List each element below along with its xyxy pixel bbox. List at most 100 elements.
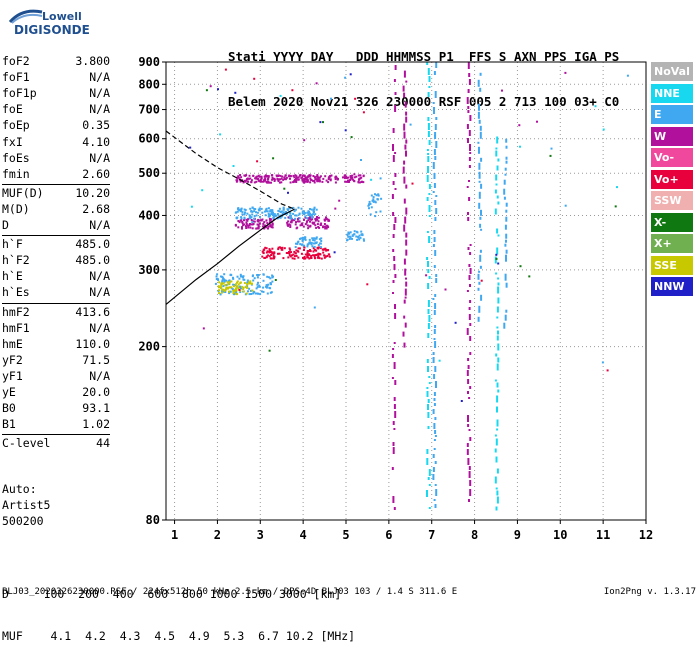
echo-point: [242, 181, 245, 184]
echo-point: [273, 255, 275, 258]
echo-point: [272, 213, 275, 216]
echo-point: [286, 223, 289, 226]
echo-point: [260, 290, 263, 293]
trace-segment: [394, 411, 397, 418]
trace-segment: [393, 404, 396, 409]
echo-point: [262, 290, 265, 293]
echo-point: [322, 177, 325, 180]
echo-point: [231, 288, 234, 291]
echo-point: [280, 177, 283, 180]
echo-point: [240, 208, 243, 211]
trace-segment: [467, 106, 470, 109]
plot-frame: [165, 61, 647, 521]
file-info: BLJ03_2020326230000.RSF / 224fx512h 50 k…: [2, 587, 458, 597]
echo-point: [265, 251, 268, 254]
trace-segment: [496, 335, 499, 341]
echo-point: [235, 217, 238, 220]
echo-point: [225, 286, 228, 289]
echo-point: [316, 256, 319, 259]
legend-item: W: [651, 126, 693, 146]
param-row: MUF(D) 10.20: [2, 186, 110, 202]
echo-point: [256, 286, 259, 289]
trace-segment: [505, 233, 508, 239]
stray-echo-point: [253, 77, 256, 80]
trace-segment: [505, 145, 508, 149]
echo-point: [317, 180, 320, 183]
echo-point: [380, 197, 383, 200]
echo-point: [325, 217, 328, 220]
echo-point: [270, 291, 273, 294]
echo-point: [372, 198, 375, 201]
y-tick-label: 200: [138, 340, 160, 354]
echo-point: [363, 239, 365, 242]
trace-segment: [478, 119, 481, 124]
trace-segment: [427, 477, 430, 480]
trace-segment: [467, 415, 469, 422]
echo-point: [372, 200, 375, 203]
param-name: yF1: [2, 368, 23, 383]
echo-point: [247, 290, 249, 293]
echo-point: [303, 218, 305, 221]
echo-point: [278, 246, 281, 249]
echo-point: [267, 178, 270, 180]
echo-point: [360, 181, 363, 183]
trace-segment: [495, 438, 498, 446]
echo-point: [303, 177, 306, 180]
trace-segment: [428, 76, 431, 82]
param-value: N/A: [89, 285, 110, 300]
echo-point: [273, 180, 276, 182]
stray-echo-point: [209, 85, 212, 88]
trace-segment: [432, 298, 435, 300]
legend-item: SSE: [651, 255, 693, 275]
echo-point: [268, 217, 271, 220]
echo-point: [324, 247, 327, 250]
stray-echo-point: [434, 134, 436, 137]
param-name: foF1p: [2, 86, 37, 101]
echo-point: [247, 177, 250, 180]
trace-segment: [505, 239, 507, 243]
echo-point: [307, 219, 310, 222]
trace-segment: [497, 282, 500, 286]
digisonde-logo: Lowell DIGISONDE: [4, 6, 90, 42]
echo-point: [303, 256, 306, 258]
echo-point: [308, 210, 311, 213]
echo-point: [368, 207, 370, 210]
echo-point: [325, 227, 328, 229]
echo-point: [220, 291, 223, 294]
trace-segment: [503, 179, 506, 185]
echo-point: [253, 210, 256, 213]
echo-point: [293, 210, 296, 213]
echo-point: [245, 174, 248, 177]
param-value: 20.0: [82, 385, 110, 399]
y-tick-label: 700: [138, 103, 160, 117]
echo-point: [266, 222, 269, 225]
echo-point: [248, 216, 251, 219]
trace-segment: [392, 144, 394, 151]
param-name: fmin: [2, 166, 30, 181]
echo-point: [372, 196, 375, 199]
trace-segment: [392, 421, 395, 425]
echo-point: [270, 174, 273, 177]
echo-point: [314, 257, 316, 260]
trace-segment: [392, 212, 395, 216]
echo-point: [356, 231, 359, 234]
x-tick-label: 3: [257, 528, 264, 542]
trace-segment: [495, 353, 498, 357]
echo-point: [243, 282, 246, 284]
echo-point: [245, 223, 248, 225]
echo-point: [348, 237, 351, 240]
echo-point: [262, 279, 265, 282]
virtual-height-trace: [165, 130, 295, 210]
stray-echo-point: [550, 147, 553, 150]
echo-point: [309, 178, 312, 181]
echo-point: [351, 237, 353, 240]
trace-segment: [393, 428, 396, 430]
echo-point: [294, 214, 297, 217]
trace-segment: [403, 123, 406, 131]
echo-point: [326, 224, 329, 227]
echo-point: [288, 207, 291, 210]
stray-echo-point: [287, 191, 289, 194]
echo-point: [265, 255, 268, 258]
echo-point: [220, 284, 223, 287]
echo-point: [236, 275, 239, 278]
